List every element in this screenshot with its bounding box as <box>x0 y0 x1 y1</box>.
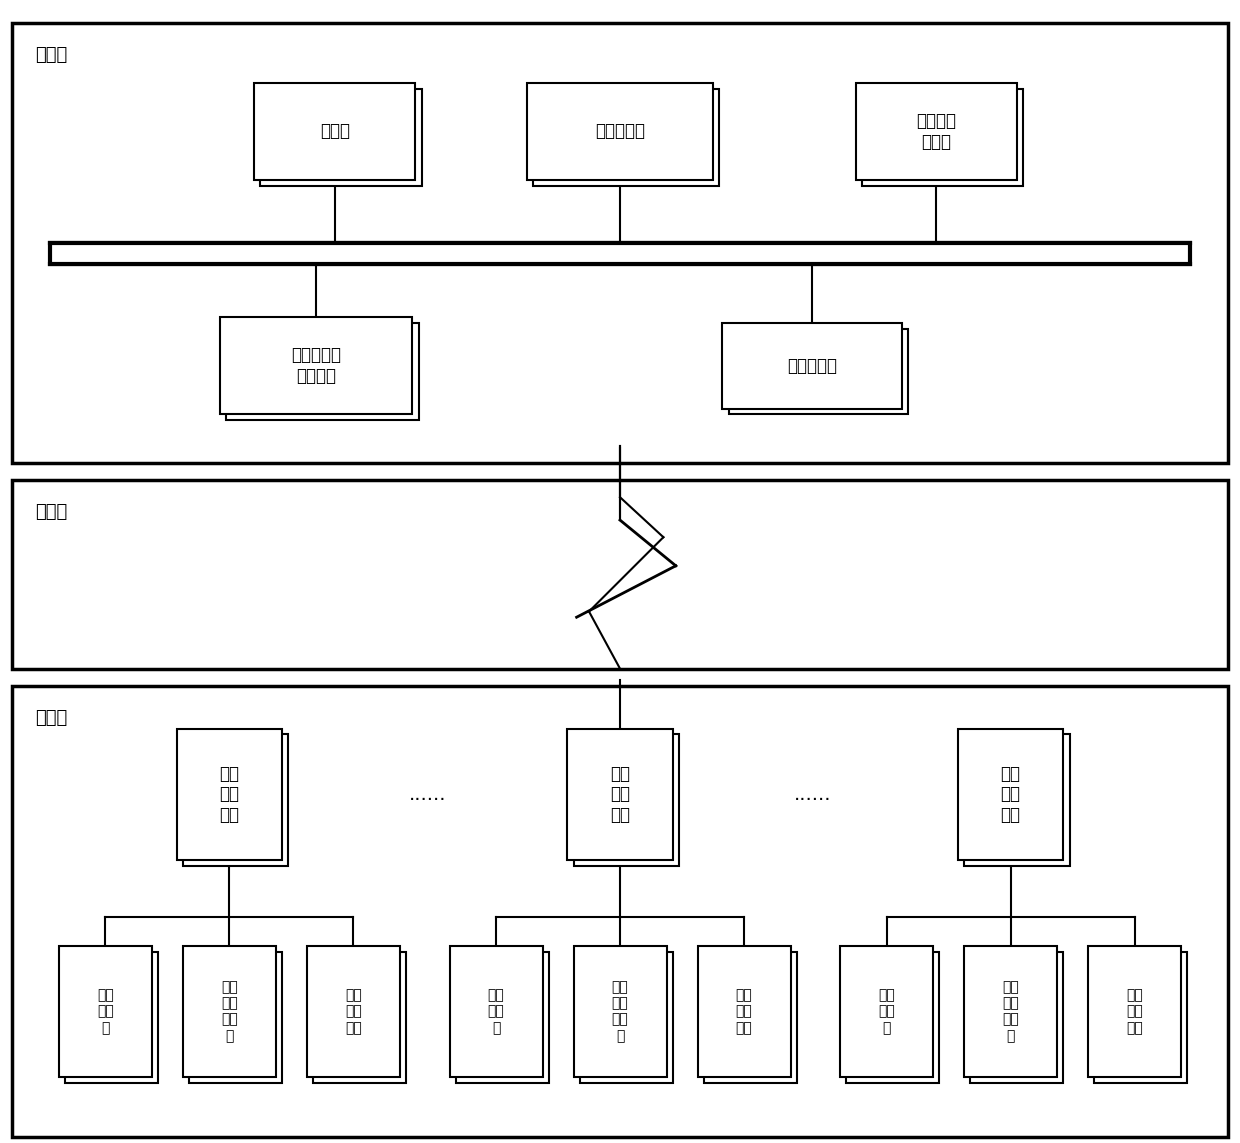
FancyBboxPatch shape <box>58 946 151 1077</box>
Text: 行人
检测
器: 行人 检测 器 <box>878 989 895 1034</box>
FancyBboxPatch shape <box>527 83 713 179</box>
Text: 路面
发光
设施: 路面 发光 设施 <box>1126 989 1143 1034</box>
Text: 非机
动车
检测
器: 非机 动车 检测 器 <box>221 981 238 1042</box>
FancyBboxPatch shape <box>965 735 1069 866</box>
FancyBboxPatch shape <box>226 322 419 419</box>
FancyBboxPatch shape <box>12 686 1228 1137</box>
FancyBboxPatch shape <box>856 83 1017 179</box>
FancyBboxPatch shape <box>1094 951 1188 1084</box>
FancyBboxPatch shape <box>312 951 407 1084</box>
Text: 行人
检测
器: 行人 检测 器 <box>97 989 114 1034</box>
FancyBboxPatch shape <box>221 317 412 414</box>
Text: 非机
动车
检测
器: 非机 动车 检测 器 <box>611 981 629 1042</box>
Text: 路口层: 路口层 <box>35 709 67 727</box>
FancyBboxPatch shape <box>722 322 903 408</box>
Text: 行人
预警
立柱: 行人 预警 立柱 <box>610 765 630 824</box>
Text: 客户端: 客户端 <box>320 122 350 141</box>
FancyBboxPatch shape <box>957 729 1063 860</box>
FancyBboxPatch shape <box>456 951 549 1084</box>
FancyBboxPatch shape <box>965 946 1056 1077</box>
FancyBboxPatch shape <box>841 946 932 1077</box>
Text: 行人
检测
器: 行人 检测 器 <box>487 989 505 1034</box>
FancyBboxPatch shape <box>1089 946 1180 1077</box>
FancyBboxPatch shape <box>568 729 672 860</box>
FancyBboxPatch shape <box>846 951 940 1084</box>
Text: ......: ...... <box>794 785 831 804</box>
FancyBboxPatch shape <box>64 951 159 1084</box>
FancyBboxPatch shape <box>970 951 1063 1084</box>
Text: 非机
动车
检测
器: 非机 动车 检测 器 <box>1002 981 1019 1042</box>
FancyBboxPatch shape <box>573 735 680 866</box>
Text: 行人
预警
立柱: 行人 预警 立柱 <box>1001 765 1021 824</box>
Text: 数据处理
服务器: 数据处理 服务器 <box>916 112 956 151</box>
Text: ......: ...... <box>409 785 446 804</box>
FancyBboxPatch shape <box>12 23 1228 463</box>
Text: 中心服务器: 中心服务器 <box>595 122 645 141</box>
FancyBboxPatch shape <box>704 951 796 1084</box>
FancyBboxPatch shape <box>176 729 281 860</box>
FancyBboxPatch shape <box>184 735 288 866</box>
Text: 路面
发光
设施: 路面 发光 设施 <box>735 989 753 1034</box>
FancyBboxPatch shape <box>450 946 543 1077</box>
FancyBboxPatch shape <box>188 951 281 1084</box>
FancyBboxPatch shape <box>533 89 719 185</box>
Text: 路面
发光
设施: 路面 发光 设施 <box>345 989 362 1034</box>
Text: 通信服务器: 通信服务器 <box>787 357 837 375</box>
FancyBboxPatch shape <box>697 946 791 1077</box>
FancyBboxPatch shape <box>254 83 415 179</box>
Text: 通信层: 通信层 <box>35 503 67 521</box>
FancyBboxPatch shape <box>308 946 399 1077</box>
FancyBboxPatch shape <box>260 89 422 185</box>
FancyBboxPatch shape <box>580 951 672 1084</box>
Text: 行人
预警
立柱: 行人 预警 立柱 <box>219 765 239 824</box>
FancyBboxPatch shape <box>573 946 667 1077</box>
FancyBboxPatch shape <box>862 89 1023 185</box>
FancyBboxPatch shape <box>50 243 1190 264</box>
FancyBboxPatch shape <box>12 480 1228 669</box>
FancyBboxPatch shape <box>184 946 275 1077</box>
Text: 中心层: 中心层 <box>35 46 67 64</box>
FancyBboxPatch shape <box>729 329 908 414</box>
Text: 图像分析视
频服务器: 图像分析视 频服务器 <box>291 346 341 385</box>
